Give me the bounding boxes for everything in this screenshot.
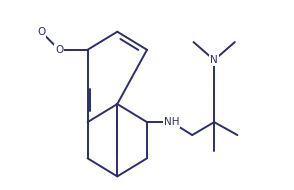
Text: N: N bbox=[210, 55, 218, 65]
Text: O: O bbox=[55, 45, 63, 55]
Text: NH: NH bbox=[164, 117, 179, 127]
Text: O: O bbox=[37, 27, 45, 37]
